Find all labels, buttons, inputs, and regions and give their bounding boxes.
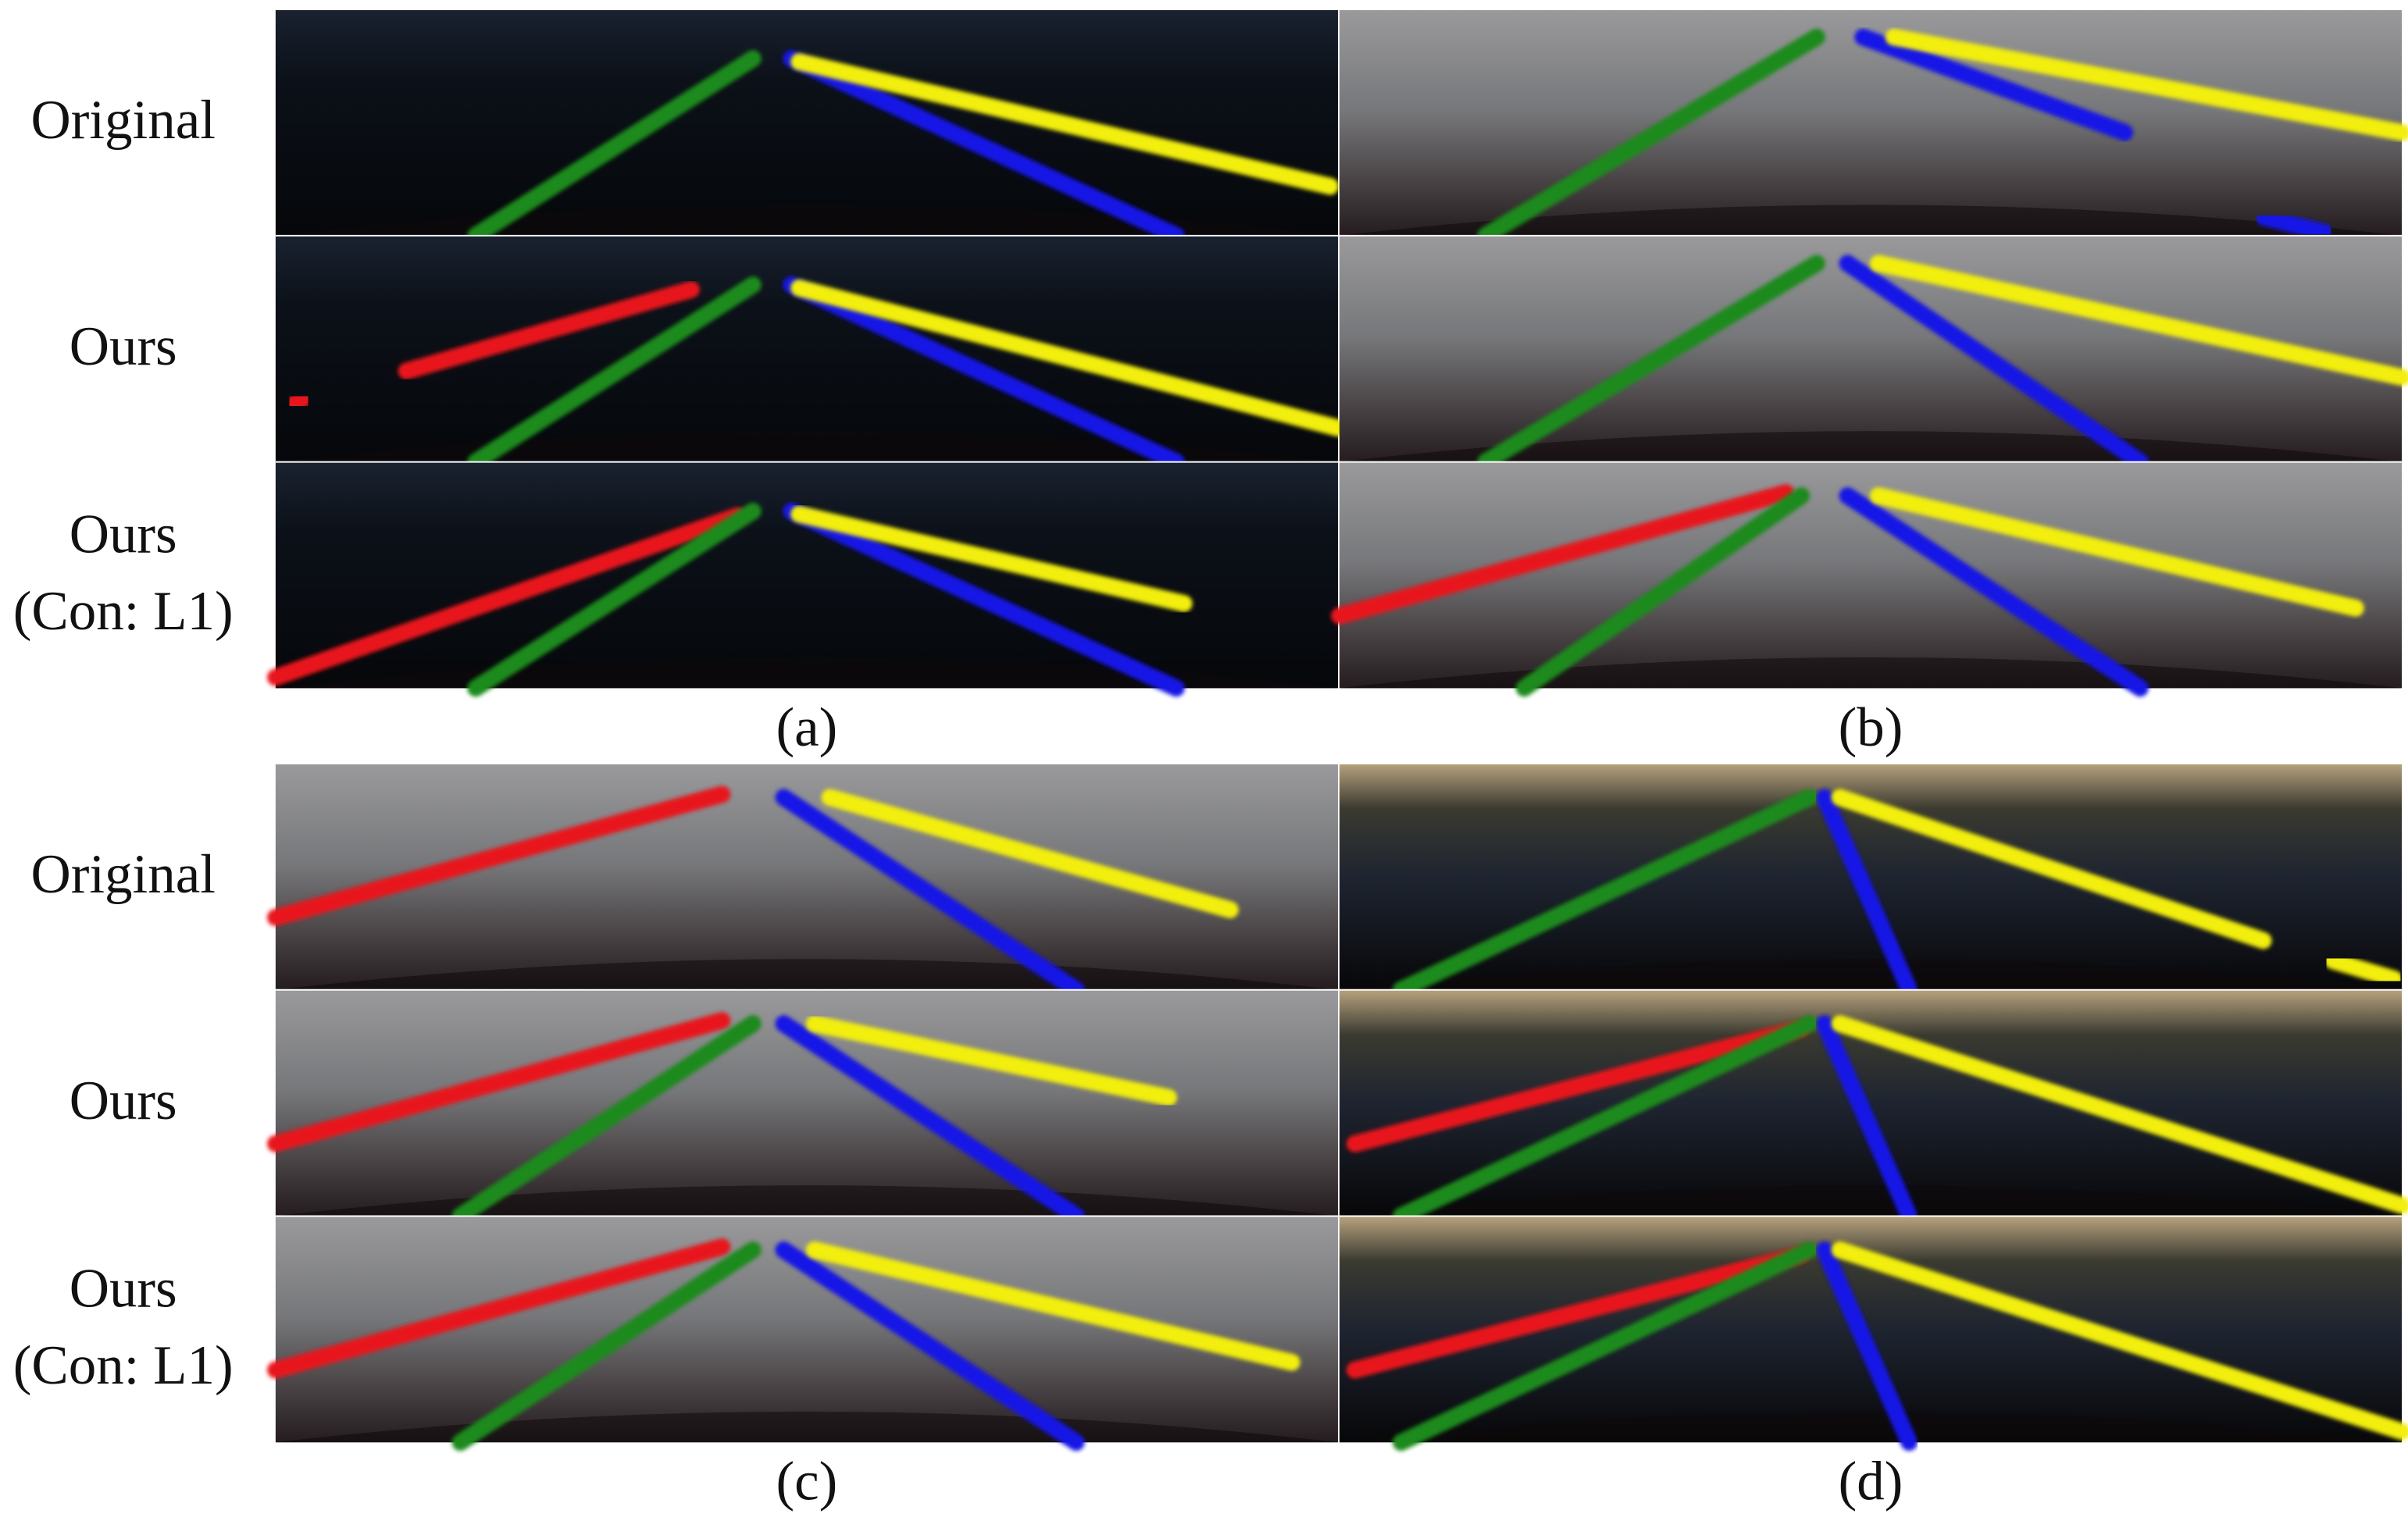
- panel-caption: (b): [1839, 697, 1903, 758]
- row-label: Ours: [70, 504, 177, 565]
- result-image: [267, 1215, 1338, 1452]
- lane-line: [1392, 1241, 1818, 1452]
- result-image: [275, 234, 1347, 471]
- lane-line: [267, 1012, 731, 1152]
- image-background: [275, 235, 1338, 462]
- panel: (d): [1339, 762, 2408, 1512]
- car-hood: [275, 431, 1338, 462]
- result-image: [267, 461, 1338, 697]
- lane-line: [1515, 487, 1810, 697]
- lane-line: [467, 276, 762, 471]
- panel: (b): [1331, 9, 2408, 758]
- row-label: Original: [30, 844, 215, 905]
- result-image: [1339, 9, 2408, 244]
- image-background: [275, 9, 1338, 236]
- lane-line: [1392, 1015, 1818, 1225]
- lane-line: [467, 50, 762, 244]
- lane-line: [775, 789, 1085, 999]
- lane-line: [1870, 487, 2364, 617]
- result-image: [267, 988, 1338, 1225]
- lane-line: [398, 280, 700, 380]
- panel-caption: (d): [1839, 1452, 1903, 1512]
- lane-line: [451, 1015, 762, 1225]
- lane-line: [1392, 789, 1818, 999]
- lane-line: [1839, 255, 2149, 471]
- result-image: [1339, 762, 2403, 999]
- lane-line: [267, 1238, 731, 1379]
- lane-line: [775, 1015, 1085, 1225]
- row-label: Original: [30, 90, 215, 151]
- lane-line: [805, 1015, 1178, 1106]
- lane-line: [1831, 1241, 2408, 1441]
- result-image: [1331, 461, 2403, 697]
- lane-line: [783, 502, 1185, 697]
- lane-line: [1346, 1245, 1810, 1379]
- row-label: (Con: L1): [13, 1335, 234, 1396]
- lane-line: [1816, 1241, 1918, 1452]
- result-image: [1339, 1215, 2408, 1452]
- lane-line: [1346, 1020, 1810, 1152]
- lane-line: [451, 1241, 762, 1452]
- image-background: [275, 461, 1338, 689]
- lane-line: [267, 507, 747, 686]
- lane-line: [1854, 28, 2134, 141]
- lane-line: [821, 789, 1239, 919]
- lane-line: [1831, 1015, 2408, 1214]
- row-label: Ours: [70, 1070, 177, 1131]
- car-hood: [1339, 1411, 2403, 1443]
- result-image: [275, 9, 1339, 244]
- panel: (a): [267, 9, 1347, 758]
- car-hood: [275, 657, 1338, 689]
- figure-group: Original Ours Ours (Con: L1) (c) (d): [13, 762, 2408, 1512]
- lane-line: [467, 502, 762, 697]
- lane-line: [805, 1241, 1300, 1371]
- lane-line: [1816, 789, 1918, 999]
- lane-line: [2324, 952, 2403, 988]
- lane-line: [1839, 487, 2149, 697]
- lane-line: [1870, 255, 2408, 386]
- lane-line: [790, 505, 1193, 612]
- car-hood: [275, 205, 1338, 236]
- lane-line: [1885, 28, 2408, 141]
- car-hood: [1339, 959, 2403, 990]
- image-background: [1339, 763, 2403, 990]
- lane-line: [783, 50, 1185, 244]
- lane-line: [1477, 255, 1825, 471]
- lane-line: [1816, 1015, 1918, 1225]
- row-label: Ours: [70, 316, 177, 377]
- result-image: [267, 762, 1338, 999]
- panel-caption: (c): [776, 1452, 838, 1512]
- panel: (c): [267, 762, 1338, 1512]
- car-hood: [1339, 205, 2403, 236]
- row-label: (Con: L1): [13, 581, 234, 642]
- figure-group: Original Ours Ours (Con: L1) (a) (b): [13, 9, 2408, 758]
- lane-line: [790, 279, 1347, 437]
- lane-line: [790, 53, 1339, 195]
- car-hood: [1339, 1185, 2403, 1216]
- lane-line: [783, 276, 1185, 471]
- panel-caption: (a): [776, 697, 838, 758]
- lane-line: [775, 1241, 1085, 1452]
- lane-line: [282, 388, 316, 414]
- lane-line: [1477, 28, 1825, 244]
- result-image: [1339, 988, 2408, 1225]
- lane-line: [2254, 208, 2334, 241]
- result-image: [1339, 234, 2408, 471]
- lane-line: [1331, 484, 1795, 625]
- row-label: Ours: [70, 1258, 177, 1319]
- lane-line: [1831, 789, 2272, 949]
- lane-line: [267, 785, 731, 926]
